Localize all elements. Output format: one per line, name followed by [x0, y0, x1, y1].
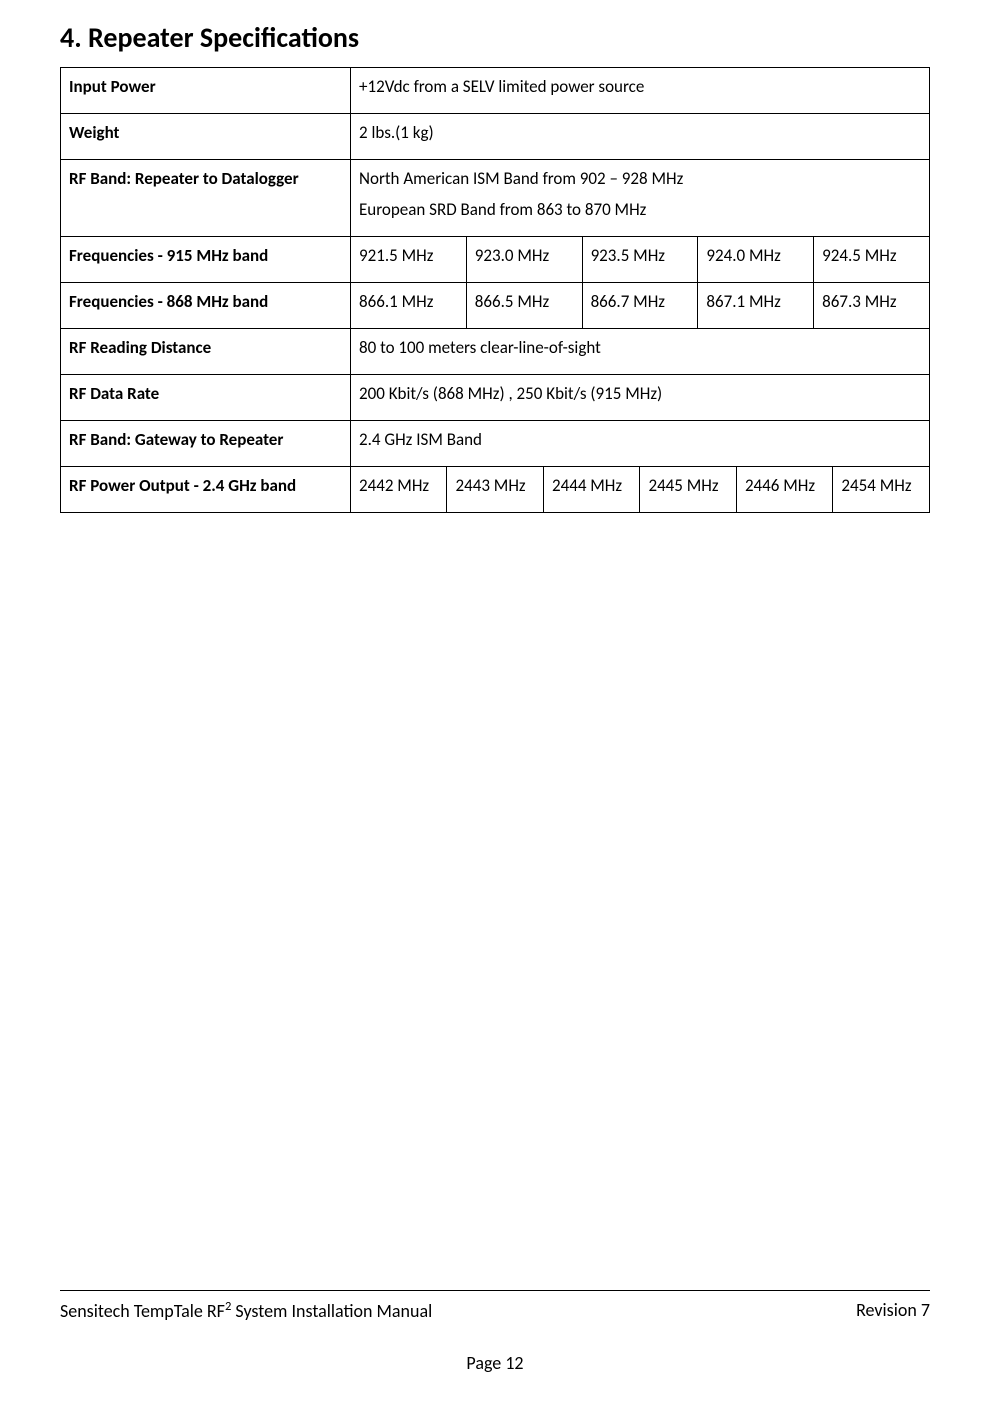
row-label: Frequencies - 868 MHz band [61, 283, 351, 329]
row-line: European SRD Band from 863 to 870 MHz [359, 199, 921, 220]
table-row: Input Power +12Vdc from a SELV limited p… [61, 68, 930, 114]
row-label: Weight [61, 114, 351, 160]
freq-cell: 2445 MHz [640, 467, 736, 513]
row-label: Input Power [61, 68, 351, 114]
freq-cell: 2454 MHz [833, 467, 930, 513]
freq-cell: 867.1 MHz [698, 283, 814, 329]
freq-cell: 2444 MHz [543, 467, 639, 513]
row-value: 2.4 GHz ISM Band [351, 421, 930, 467]
footer-left-prefix: Sensitech TempTale RF [60, 1300, 225, 1322]
freq-cell: 866.5 MHz [466, 283, 582, 329]
table-row: Frequencies - 868 MHz band 866.1 MHz 866… [61, 283, 930, 329]
row-label: RF Reading Distance [61, 329, 351, 375]
freq-cell: 923.5 MHz [582, 237, 698, 283]
footer-left: Sensitech TempTale RF2 System Installati… [60, 1299, 432, 1322]
table-row: RF Band: Repeater to Datalogger North Am… [61, 160, 930, 237]
footer-right: Revision 7 [856, 1299, 930, 1322]
freq-cell: 924.0 MHz [698, 237, 814, 283]
footer-page-number: 12 [505, 1352, 523, 1374]
row-label: RF Band: Repeater to Datalogger [61, 160, 351, 237]
footer-page-prefix: Page [466, 1352, 505, 1374]
footer-left-suffix: System Installation Manual [231, 1300, 432, 1322]
freq-cell: 923.0 MHz [466, 237, 582, 283]
table-row: Weight 2 lbs.(1 kg) [61, 114, 930, 160]
row-value: +12Vdc from a SELV limited power source [351, 68, 930, 114]
page-content: 4. Repeater Specifications Input Power +… [0, 0, 990, 513]
row-value: 80 to 100 meters clear-line-of-sight [351, 329, 930, 375]
table-row: Frequencies - 915 MHz band 921.5 MHz 923… [61, 237, 930, 283]
table-row: RF Power Output - 2.4 GHz band 2442 MHz … [61, 467, 930, 513]
footer-divider [60, 1290, 930, 1291]
row-value: North American ISM Band from 902 – 928 M… [351, 160, 930, 237]
freq-cell: 866.1 MHz [351, 283, 467, 329]
row-label: RF Band: Gateway to Repeater [61, 421, 351, 467]
row-label: RF Data Rate [61, 375, 351, 421]
table-row: RF Data Rate 200 Kbit/s (868 MHz) , 250 … [61, 375, 930, 421]
freq-cell: 866.7 MHz [582, 283, 698, 329]
specifications-table: Input Power +12Vdc from a SELV limited p… [60, 67, 930, 513]
freq-cell: 2443 MHz [447, 467, 543, 513]
freq-cell: 2446 MHz [736, 467, 832, 513]
freq-cell: 921.5 MHz [351, 237, 467, 283]
row-label: RF Power Output - 2.4 GHz band [61, 467, 351, 513]
freq-cell: 924.5 MHz [814, 237, 930, 283]
table-row: RF Reading Distance 80 to 100 meters cle… [61, 329, 930, 375]
page-footer: Sensitech TempTale RF2 System Installati… [60, 1290, 930, 1374]
row-value: 2 lbs.(1 kg) [351, 114, 930, 160]
footer-page: Page 12 [60, 1352, 930, 1374]
row-line: North American ISM Band from 902 – 928 M… [359, 168, 921, 189]
freq-cell: 867.3 MHz [814, 283, 930, 329]
footer-row: Sensitech TempTale RF2 System Installati… [60, 1299, 930, 1322]
table-row: RF Band: Gateway to Repeater 2.4 GHz ISM… [61, 421, 930, 467]
freq-cell: 2442 MHz [351, 467, 447, 513]
row-value: 200 Kbit/s (868 MHz) , 250 Kbit/s (915 M… [351, 375, 930, 421]
row-label: Frequencies - 915 MHz band [61, 237, 351, 283]
section-heading: 4. Repeater Specifications [60, 20, 930, 55]
